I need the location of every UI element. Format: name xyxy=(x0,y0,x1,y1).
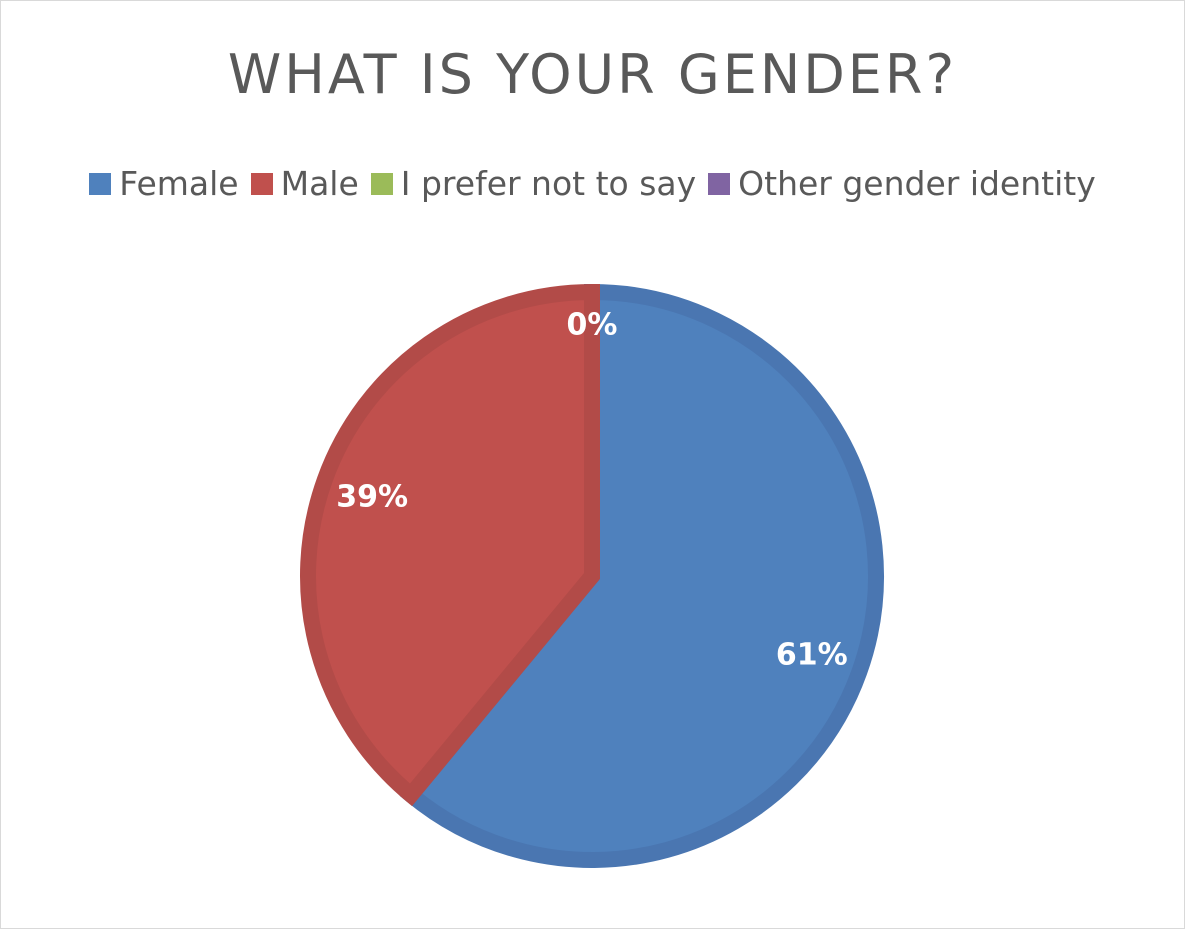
legend-swatch-female xyxy=(89,172,112,195)
legend-swatch-male xyxy=(250,172,273,195)
legend-label-other-gender-identity: Other gender identity xyxy=(738,164,1096,203)
legend-item-male[interactable]: Male xyxy=(250,164,359,203)
pie-data-labels: 61% 39% 0% xyxy=(336,307,847,672)
legend: Female Male I prefer not to say Other ge… xyxy=(0,164,1185,203)
legend-item-prefer-not-to-say[interactable]: I prefer not to say xyxy=(370,164,697,203)
legend-swatch-prefer-not-to-say xyxy=(370,172,393,195)
legend-item-other-gender-identity[interactable]: Other gender identity xyxy=(708,164,1096,203)
data-label-male: 39% xyxy=(336,479,408,514)
legend-swatch-other-gender-identity xyxy=(708,172,731,195)
legend-label-female: Female xyxy=(119,164,239,203)
pie-slice-male[interactable] xyxy=(300,283,600,807)
legend-item-female[interactable]: Female xyxy=(89,164,239,203)
legend-label-prefer-not-to-say: I prefer not to say xyxy=(400,164,697,203)
pie-slice-female[interactable] xyxy=(399,283,884,868)
legend-label-male: Male xyxy=(280,164,359,203)
chart-title: WHAT IS YOUR GENDER? xyxy=(227,43,958,106)
data-label-i-prefer-not-to-say: 0% xyxy=(567,307,618,342)
pie-slices xyxy=(300,283,884,868)
data-label-female: 61% xyxy=(776,638,848,673)
